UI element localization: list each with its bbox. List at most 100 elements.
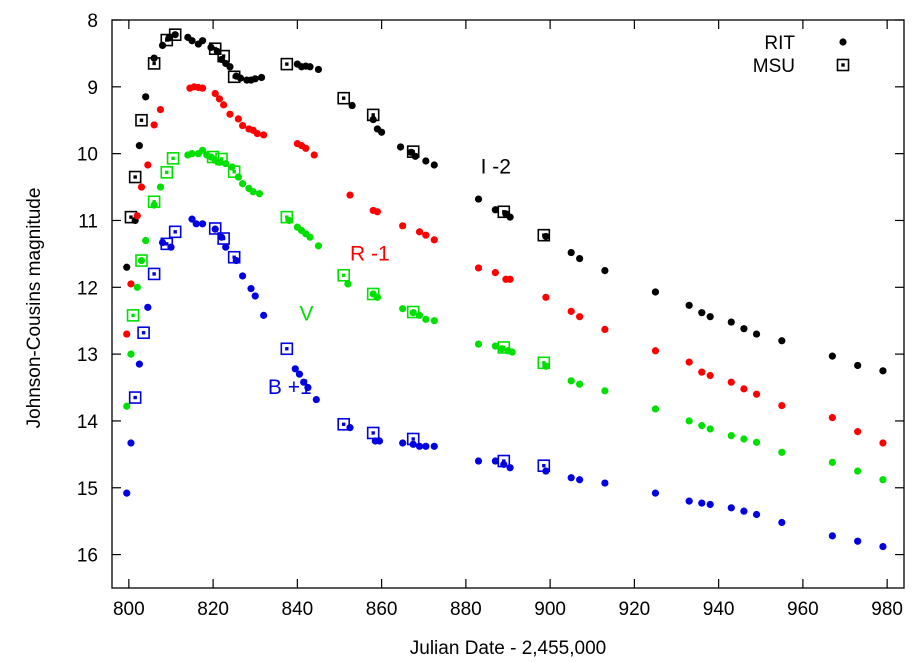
- msu-square-center: [152, 272, 156, 276]
- rit-point: [576, 380, 584, 388]
- msu-point: [126, 309, 140, 322]
- msu-point: [366, 287, 380, 301]
- msu-point: [406, 145, 420, 158]
- y-tick-label: 15: [77, 479, 98, 500]
- msu-square-outline: [366, 426, 380, 440]
- y-tick-label: 14: [77, 412, 99, 433]
- msu-point: [147, 267, 161, 281]
- msu-point: [537, 228, 551, 242]
- msu-square-center: [133, 395, 137, 400]
- msu-square-center: [232, 75, 236, 79]
- msu-point: [497, 454, 511, 468]
- rit-point: [302, 144, 310, 152]
- msu-square-center: [221, 236, 226, 241]
- msu-square-center: [285, 347, 289, 351]
- rit-point: [188, 215, 196, 223]
- rit-point: [430, 442, 438, 450]
- series-3: [123, 215, 887, 551]
- msu-square-center: [411, 149, 415, 154]
- msu-square-center: [342, 96, 346, 100]
- msu-square-center: [152, 61, 156, 66]
- rit-point: [727, 318, 735, 326]
- rit-point: [198, 84, 207, 92]
- msu-square-outline: [160, 237, 174, 251]
- rit-point: [828, 532, 836, 540]
- msu-point: [206, 150, 220, 164]
- msu-square-center: [232, 169, 236, 174]
- rit-point: [740, 435, 748, 443]
- rit-point: [238, 121, 247, 130]
- rit-point: [828, 352, 836, 360]
- rit-point: [260, 311, 268, 319]
- msu-square-center: [165, 242, 169, 246]
- msu-square-center: [171, 156, 175, 161]
- rit-point: [238, 272, 247, 280]
- msu-point: [208, 42, 222, 56]
- rit-point: [137, 183, 146, 191]
- rit-point: [251, 75, 259, 83]
- rit-point: [727, 432, 735, 440]
- msu-square-outline: [160, 166, 174, 179]
- rit-point: [123, 330, 131, 338]
- msu-point: [337, 417, 351, 431]
- legend-label-rit: RIT: [764, 33, 795, 54]
- x-tick-label: 880: [450, 599, 482, 620]
- rit-point: [192, 220, 200, 228]
- rit-point: [215, 95, 224, 103]
- rit-point: [198, 37, 207, 45]
- msu-square-center: [542, 464, 546, 468]
- x-tick-label: 820: [197, 599, 229, 620]
- msu-point: [215, 152, 228, 166]
- msu-point: [497, 205, 511, 219]
- msu-square-center: [131, 313, 135, 318]
- rit-point: [698, 422, 706, 430]
- rit-point: [854, 537, 862, 545]
- msu-point: [280, 57, 294, 71]
- msu-square-outline: [128, 170, 142, 184]
- msu-square-outline: [208, 42, 222, 56]
- msu-square-center: [371, 431, 375, 435]
- rit-point: [188, 37, 196, 45]
- msu-square-outline: [227, 250, 241, 264]
- msu-square-center: [211, 155, 215, 159]
- msu-square-outline: [147, 195, 161, 209]
- msu-square-outline: [128, 391, 142, 404]
- rit-point: [706, 500, 714, 509]
- rit-point: [567, 377, 575, 385]
- rit-point: [422, 157, 430, 165]
- rit-point: [198, 220, 207, 228]
- msu-square-outline: [168, 225, 182, 239]
- msu-square-outline: [280, 57, 294, 71]
- msu-point: [280, 210, 294, 224]
- rit-point: [144, 161, 152, 169]
- msu-square-center: [502, 210, 506, 214]
- y-tick-label: 8: [87, 11, 98, 32]
- rit-point: [211, 89, 219, 98]
- rit-point: [685, 301, 693, 309]
- x-tick-label: 800: [113, 599, 145, 620]
- rit-point: [156, 105, 165, 114]
- rit-point: [506, 213, 514, 221]
- msu-point: [497, 341, 511, 354]
- msu-square-center: [219, 157, 224, 161]
- msu-square-outline: [137, 326, 150, 340]
- msu-square-center: [285, 62, 289, 66]
- msu-square-outline: [406, 305, 420, 319]
- rit-point: [346, 191, 354, 199]
- msu-point: [366, 426, 380, 440]
- rit-point: [123, 402, 131, 410]
- rit-point: [506, 464, 514, 472]
- rit-point: [828, 414, 836, 422]
- msu-square-outline: [135, 254, 148, 267]
- rit-point: [491, 268, 499, 277]
- rit-point: [651, 288, 660, 296]
- msu-square-center: [542, 233, 546, 237]
- rit-point: [879, 367, 887, 375]
- msu-square-outline: [537, 356, 551, 370]
- msu-point: [537, 356, 551, 370]
- rit-point: [314, 65, 323, 74]
- legend-label-msu: MSU: [753, 56, 795, 77]
- x-tick-label: 940: [703, 599, 735, 620]
- msu-point: [135, 113, 148, 127]
